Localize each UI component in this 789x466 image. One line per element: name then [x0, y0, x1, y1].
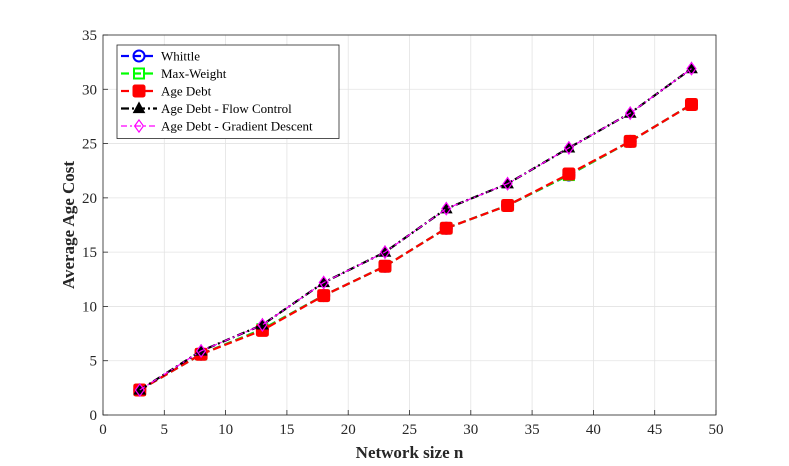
legend-marker: [133, 118, 145, 134]
legend-label: Whittle: [161, 49, 200, 64]
series-line: [139, 103, 693, 391]
y-axis-title: Average Age Cost: [59, 161, 78, 289]
legend-marker: [132, 84, 146, 98]
x-tick-label: 0: [99, 422, 107, 438]
x-axis-title: Network size n: [356, 443, 464, 462]
legend-item: Max-Weight: [121, 66, 227, 81]
series-4: [134, 61, 697, 398]
legend-label: Age Debt - Gradient Descent: [161, 119, 313, 134]
data-point: [623, 134, 637, 148]
data-point: [686, 61, 697, 76]
x-tick-label: 30: [463, 422, 478, 438]
legend-item: Age Debt - Gradient Descent: [121, 119, 313, 134]
legend: Whittle Max-Weight Age Debt Age Debt - Flow…: [116, 44, 340, 139]
y-tick-label: 20: [82, 191, 97, 207]
data-point: [441, 201, 452, 216]
data-point: [134, 382, 145, 398]
legend-item: Whittle: [121, 49, 200, 64]
legend-box: [116, 44, 340, 139]
x-tick-label: 35: [525, 422, 540, 438]
legend-marker: [132, 49, 146, 63]
x-tick-label: 40: [586, 422, 601, 438]
x-tick-label: 20: [341, 422, 356, 438]
x-tick-label: 45: [647, 422, 662, 438]
legend-label: Max-Weight: [161, 66, 227, 81]
data-point: [625, 106, 636, 121]
data-point: [317, 289, 331, 303]
data-point: [195, 343, 207, 359]
x-tick-label: 25: [402, 422, 417, 438]
y-tick-label: 0: [90, 408, 98, 424]
x-tick-label: 5: [161, 422, 169, 438]
y-tick-label: 25: [82, 137, 97, 153]
y-tick-label: 5: [90, 354, 98, 370]
legend-label: Age Debt: [161, 84, 212, 99]
y-tick-label: 15: [82, 245, 97, 261]
legend-marker: [133, 67, 145, 80]
x-tick-label: 50: [709, 422, 724, 438]
x-tick-label: 10: [218, 422, 233, 438]
legend-marker: [132, 101, 146, 114]
data-point: [562, 167, 576, 181]
data-point: [563, 140, 575, 155]
data-point: [439, 221, 453, 235]
y-tick-label: 10: [82, 299, 97, 315]
series-line: [139, 67, 693, 391]
legend-label: Age Debt - Flow Control: [161, 101, 292, 116]
data-point: [318, 275, 329, 290]
legend-item: Age Debt - Flow Control: [121, 101, 292, 116]
y-tick-label: 35: [82, 28, 97, 44]
axis-ticks: 0 5 10 15 20 25 30 35 40 45 50 0 5 10 15 20 25 30 35: [82, 28, 724, 438]
x-tick-label: 15: [279, 422, 294, 438]
data-point: [684, 97, 698, 111]
y-tick-label: 30: [82, 82, 97, 98]
data-point: [378, 259, 392, 273]
legend-item: Age Debt: [121, 84, 212, 99]
data-point: [501, 198, 515, 212]
series-layer: [133, 61, 698, 398]
data-point: [257, 317, 268, 332]
data-point: [502, 176, 513, 191]
data-point: [379, 245, 391, 260]
